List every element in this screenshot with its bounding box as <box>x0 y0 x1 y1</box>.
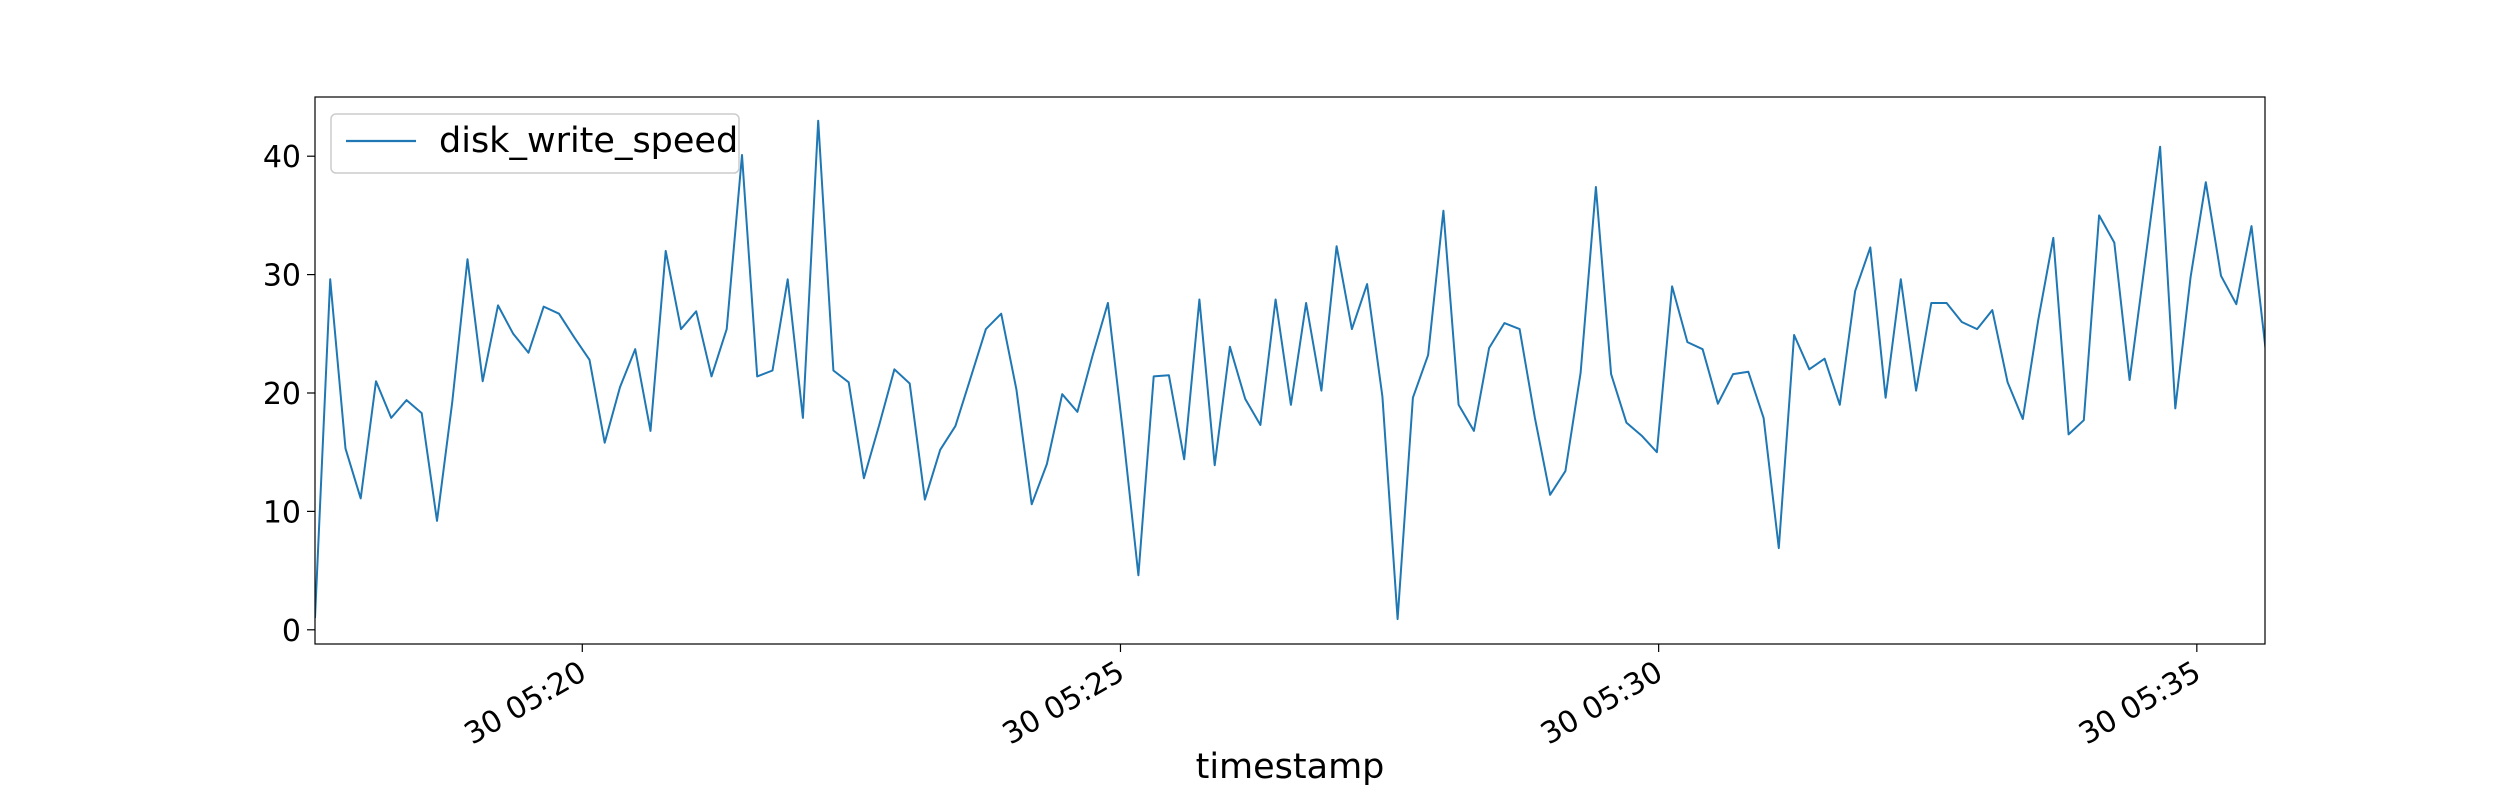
x-axis: 30 05:20 30 05:25 30 05:30 30 05:35 <box>459 644 2207 752</box>
y-tick-label: 0 <box>282 614 301 649</box>
x-tick-label: 30 05:35 <box>2073 655 2207 752</box>
x-axis-title: timestamp <box>1196 747 1385 787</box>
legend-box <box>330 113 740 174</box>
y-axis: 0 10 20 30 40 <box>263 140 315 649</box>
y-tick-label: 20 <box>263 377 301 412</box>
y-tick-label: 10 <box>263 495 301 530</box>
x-tick-label: 30 05:20 <box>459 655 593 752</box>
plot-frame <box>314 96 2266 645</box>
legend: disk_write_speed <box>330 113 740 174</box>
y-tick-label: 30 <box>263 259 301 294</box>
plot-area <box>315 97 2265 644</box>
y-tick-label: 40 <box>263 140 301 175</box>
series-layer <box>315 119 2265 621</box>
legend-label: disk_write_speed <box>439 121 738 161</box>
series-line-disk-write-speed <box>315 119 2265 621</box>
x-tick-label: 30 05:30 <box>1535 655 1669 752</box>
x-tick-label: 30 05:25 <box>997 655 1131 752</box>
